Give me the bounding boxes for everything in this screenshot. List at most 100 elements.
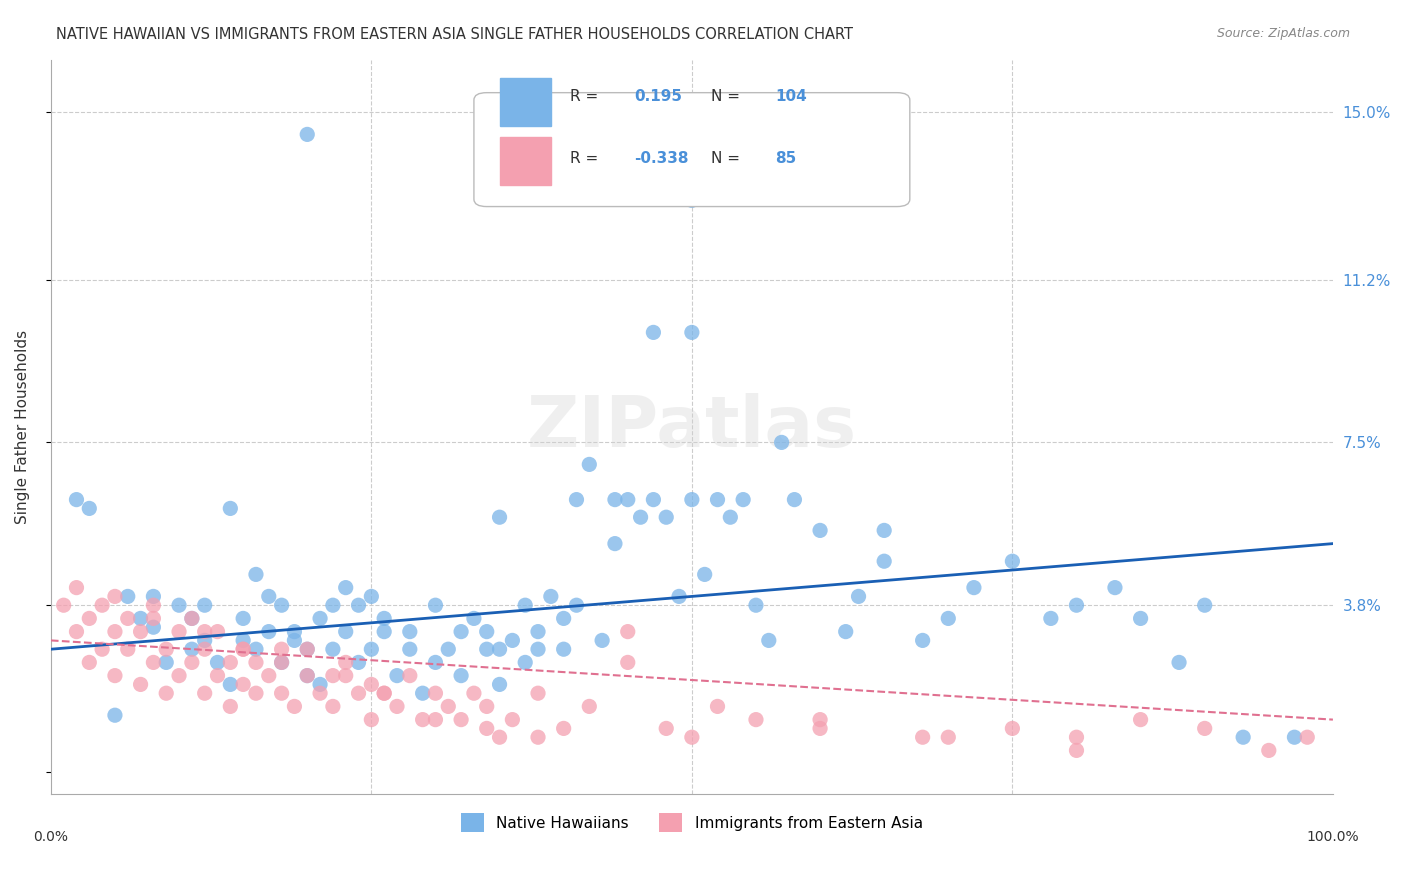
Point [808,722,831,736]
Point [322,598,344,612]
Point [270,642,292,657]
Point [501,713,523,727]
Point [758,633,780,648]
Point [475,624,498,639]
Point [232,642,254,657]
Point [1232,730,1254,744]
Point [603,536,626,550]
Point [450,624,472,639]
Point [745,598,768,612]
Point [219,699,242,714]
Point [335,656,357,670]
Point [527,642,550,657]
Point [65,581,87,595]
Point [91,598,114,612]
Point [565,598,588,612]
Point [245,642,267,657]
Point [745,713,768,727]
Text: 0.195: 0.195 [634,89,682,103]
Text: 104: 104 [775,89,807,103]
Point [475,699,498,714]
Point [129,677,152,691]
Point [835,624,858,639]
Point [591,633,613,648]
Point [936,611,959,625]
Point [335,668,357,682]
Text: N =: N = [711,152,740,166]
Point [1066,730,1088,744]
Point [142,656,165,670]
Point [553,642,575,657]
Point [398,642,420,657]
Point [783,492,806,507]
Point [527,624,550,639]
Point [425,598,447,612]
Point [219,656,242,670]
Point [1168,656,1191,670]
Point [412,713,434,727]
Point [232,677,254,691]
Point [167,598,190,612]
Point [1066,598,1088,612]
Text: 100.0%: 100.0% [1306,830,1360,844]
Point [463,611,485,625]
Point [335,624,357,639]
Point [475,722,498,736]
Point [643,492,665,507]
Point [347,686,370,700]
Point [630,510,652,524]
Point [104,624,127,639]
Point [194,624,217,639]
Point [142,590,165,604]
Point [232,642,254,657]
Point [129,611,152,625]
Point [207,656,229,670]
Point [297,668,319,682]
Point [425,713,447,727]
Point [104,668,127,682]
Point [385,699,408,714]
Point [488,677,510,691]
Point [718,510,741,524]
Point [450,713,472,727]
Point [1194,598,1216,612]
Legend: Native Hawaiians, Immigrants from Eastern Asia: Native Hawaiians, Immigrants from Easter… [456,807,929,838]
Point [283,699,305,714]
Point [322,642,344,657]
Point [155,656,177,670]
Point [565,492,588,507]
Point [142,598,165,612]
Point [117,642,139,657]
Point [117,590,139,604]
Point [104,590,127,604]
Point [527,730,550,744]
Point [515,656,537,670]
Point [207,668,229,682]
Point [104,708,127,723]
Point [398,668,420,682]
Point [194,598,217,612]
Point [270,686,292,700]
Point [655,722,678,736]
Point [553,611,575,625]
Point [180,611,202,625]
Point [232,633,254,648]
Text: Source: ZipAtlas.com: Source: ZipAtlas.com [1216,27,1350,40]
FancyBboxPatch shape [474,93,910,207]
Point [1194,722,1216,736]
Point [936,730,959,744]
Point [245,686,267,700]
Point [911,633,934,648]
Point [1257,743,1279,757]
Text: NATIVE HAWAIIAN VS IMMIGRANTS FROM EASTERN ASIA SINGLE FATHER HOUSEHOLDS CORRELA: NATIVE HAWAIIAN VS IMMIGRANTS FROM EASTE… [56,27,853,42]
Point [1001,722,1024,736]
Point [309,677,332,691]
Point [488,730,510,744]
Text: 85: 85 [775,152,796,166]
Point [180,642,202,657]
Point [347,656,370,670]
Point [873,554,896,568]
Point [245,656,267,670]
Point [194,642,217,657]
Point [603,492,626,507]
